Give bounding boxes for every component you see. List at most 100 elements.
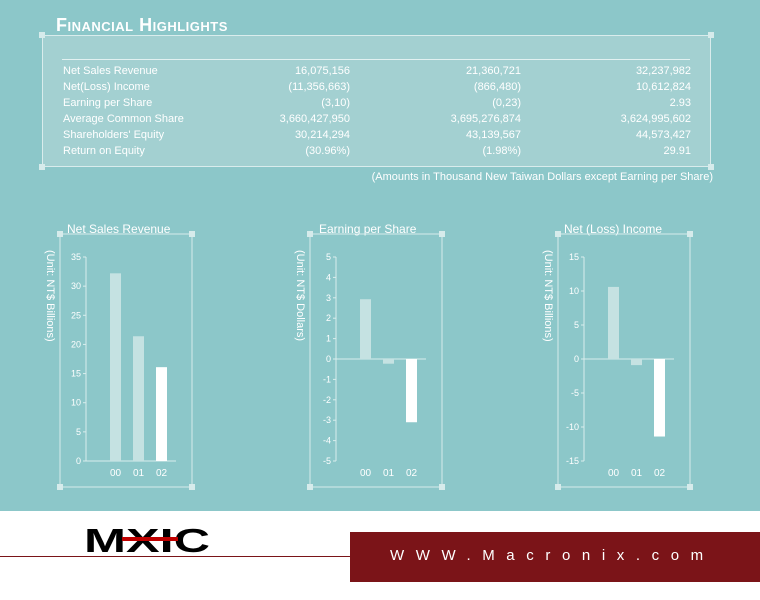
chart-frame-corner [687,484,693,490]
table-row: Return on Equity (30.96%) (1.98%) 29.91 [63,145,691,161]
bar-02 [156,367,167,461]
row-value: 30,214,294 [294,129,350,141]
row-value: 29.91 [663,145,691,157]
chart-plot: 0 5 10 15 20 25 30 35 00 01 02 [57,231,195,490]
x-tick-label: 02 [156,468,168,479]
panel-corner [39,32,45,38]
bar-00 [608,286,619,359]
x-tick-label: 01 [631,468,643,479]
net-sales-revenue-chart: Net Sales Revenue (Unit: NT$ Billions) 0 5 1… [40,222,210,492]
y-tick-label: 0 [326,354,331,364]
x-tick-label: 02 [654,468,666,479]
y-tick-label: 15 [569,252,579,262]
chart-frame-corner [57,484,63,490]
earning-per-share-chart: Earning per Share (Unit: NT$ Dollars) -5 -4… [290,222,460,492]
y-tick-label: 30 [71,281,81,291]
panel-corner [708,32,714,38]
bar-01 [133,336,144,461]
row-label: Net(Loss) Income [63,81,150,93]
row-label: Net Sales Revenue [63,65,158,77]
table-row: Shareholders' Equity 30,214,294 43,139,567… [63,129,691,145]
row-value: 32,237,982 [635,65,691,77]
y-tick-label: -15 [566,456,579,466]
chart-frame-corner [687,231,693,237]
chart-frame-corner [439,231,445,237]
logo-red-stripe [122,537,178,541]
y-tick-label: 3 [326,293,331,303]
x-tick-label: 00 [360,468,372,479]
y-tick-label: 25 [71,310,81,320]
chart-title: Net Sales Revenue [67,222,171,236]
y-tick-label: -1 [323,374,331,384]
row-value: 2.93 [669,97,691,109]
page-title: Financial Highlights [56,15,228,35]
chart-frame-corner [189,231,195,237]
x-tick-label: 01 [383,468,395,479]
bar-00 [110,273,121,461]
chart-plot: -15 -10 -5 0 5 10 15 00 01 02 [555,231,693,490]
row-value: (11,356,663) [288,81,350,93]
x-tick-label: 01 [133,468,145,479]
y-tick-label: 5 [76,427,81,437]
row-label: Earning per Share [63,97,153,109]
y-tick-label: 4 [326,272,331,282]
table-row: Net(Loss) Income (11,356,663) (866,480) 10,… [63,81,691,97]
panel-corner [708,164,714,170]
y-tick-label: 2 [326,313,331,323]
row-value: 3,695,276,874 [450,113,521,125]
row-value: (1.98%) [482,145,521,157]
chart-frame-corner [555,484,561,490]
bar-02 [654,359,665,437]
bar-00 [360,299,371,359]
table-row: Average Common Share 3,660,427,950 3,695,2… [63,113,691,129]
row-label: Average Common Share [63,113,184,125]
y-tick-label: 10 [569,286,579,296]
row-value: (866,480) [473,81,521,93]
financial-table-panel [42,35,711,167]
panel-corner [39,164,45,170]
row-value: (30.96%) [305,145,350,157]
y-tick-label: -10 [566,422,579,432]
row-value: 21,360,721 [465,65,521,77]
y-tick-label: -4 [323,436,331,446]
x-tick-label: 00 [110,468,122,479]
row-value: 16,075,156 [294,65,350,77]
row-value: 44,573,427 [635,129,691,141]
footer-rule [0,556,350,557]
chart-title: Net (Loss) Income [564,222,663,236]
y-tick-label: -5 [323,456,331,466]
url-banner: WWW.Macronix.com [350,532,760,582]
chart-frame-corner [439,484,445,490]
table-footnote: (Amounts in Thousand New Taiwan Dollars … [371,171,713,183]
website-url[interactable]: WWW.Macronix.com [390,547,715,564]
chart-frame-corner [307,231,313,237]
chart-frame-corner [189,484,195,490]
net-loss-income-chart: Net (Loss) Income (Unit: NT$ Billions) -15… [538,222,708,492]
table-row: Earning per Share (3,10) (0,23) 2.93 [63,97,691,113]
bar-01 [631,359,642,366]
y-tick-label: 20 [71,339,81,349]
y-tick-label: 1 [326,334,331,344]
y-tick-label: -5 [571,388,579,398]
x-tick-label: 00 [608,468,620,479]
chart-title: Earning per Share [319,222,417,236]
row-value: 3,624,995,602 [620,113,691,125]
chart-frame-corner [57,231,63,237]
chart-frame-corner [555,231,561,237]
row-value: (0,23) [492,97,521,109]
mxic-logo: MXIC [84,525,210,555]
row-label: Shareholders' Equity [63,129,165,141]
x-tick-label: 02 [406,468,418,479]
table-row: Net Sales Revenue 16,075,156 21,360,721 32,… [63,65,691,81]
chart-frame-corner [307,484,313,490]
table-divider [62,59,690,60]
y-tick-label: -3 [323,415,331,425]
y-tick-label: 35 [71,252,81,262]
row-label: Return on Equity [63,145,145,157]
bar-01 [383,359,394,364]
y-tick-label: 15 [71,369,81,379]
y-tick-label: 5 [574,320,579,330]
row-value: (3,10) [321,97,350,109]
row-value: 43,139,567 [465,129,521,141]
